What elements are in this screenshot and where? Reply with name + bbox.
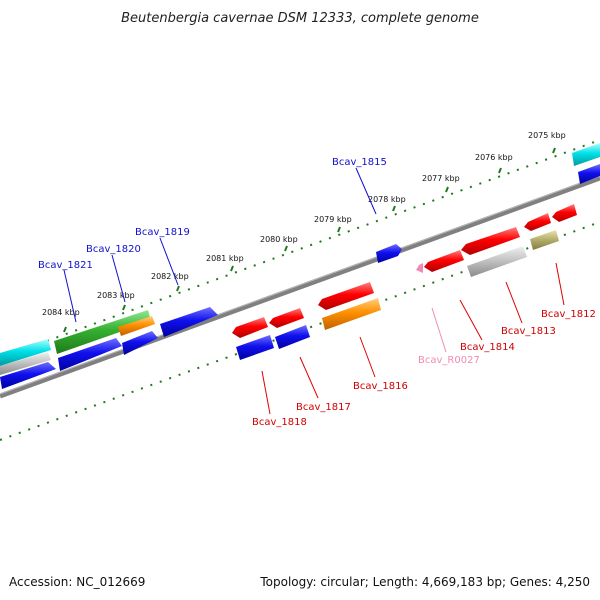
gene-bcav-1818[interactable] [232, 317, 268, 338]
tick-label-2082: 2082 kbp [151, 272, 189, 281]
gene-bcav-r0027[interactable] [416, 263, 423, 273]
gene-label-bcav-1813: Bcav_1813 [501, 326, 556, 337]
gene-blue-left-a[interactable] [122, 331, 158, 355]
gene-label-bcav-1821: Bcav_1821 [38, 260, 93, 271]
accession-text: Accession: NC_012669 [9, 575, 145, 589]
gene-blue-left-c[interactable] [0, 362, 56, 389]
gene-bcav-1816[interactable] [318, 282, 374, 310]
gene-bcav-1817[interactable] [269, 308, 304, 328]
major-ticks [63, 147, 556, 333]
map-title: Beutenbergia cavernae DSM 12333, complet… [121, 11, 479, 26]
gene-label-bcav-1816: Bcav_1816 [353, 381, 408, 392]
tick-label-2076: 2076 kbp [475, 153, 513, 162]
gene-bcav-1812[interactable] [552, 204, 577, 222]
gene-bcav-1819[interactable] [160, 307, 218, 337]
gene-label-bcav-1814: Bcav_1814 [460, 342, 515, 353]
gene-bcav-1814[interactable] [424, 250, 464, 272]
gene-cyan-left[interactable] [0, 339, 51, 366]
gene-bcav-1813[interactable] [461, 227, 520, 255]
gene-red-a[interactable] [524, 213, 551, 231]
gene-label-bcav-1812: Bcav_1812 [541, 309, 596, 320]
genome-backbone [0, 175, 600, 399]
gene-bcav-1820[interactable] [54, 310, 151, 354]
tick-label-2077: 2077 kbp [422, 174, 460, 183]
gene-bcav-1815[interactable] [376, 244, 402, 263]
gene-label-bcav-r0027: Bcav_R0027 [418, 355, 480, 366]
gene-label-bcav-1815: Bcav_1815 [332, 157, 387, 168]
gene-blue-left-b[interactable] [58, 338, 122, 371]
tick-label-2083: 2083 kbp [97, 291, 135, 300]
genome-backbone-highlight [0, 175, 600, 395]
tick-label-2084: 2084 kbp [42, 308, 80, 317]
gene-label-bcav-1820: Bcav_1820 [86, 244, 141, 255]
gene-olive[interactable] [530, 230, 559, 250]
outer-tick-track [0, 139, 600, 359]
gene-label-bcav-1819: Bcav_1819 [135, 227, 190, 238]
genome-summary-text: Topology: circular; Length: 4,669,183 bp… [259, 575, 590, 589]
gene-label-bcav-1817: Bcav_1817 [296, 402, 351, 413]
gene-blue-right[interactable] [578, 164, 600, 184]
gene-orange-left[interactable] [118, 316, 155, 336]
gene-grey-left[interactable] [0, 352, 51, 375]
gene-orange-mid[interactable] [322, 298, 381, 330]
label-leaders [63, 167, 565, 415]
tick-label-2078: 2078 kbp [368, 195, 406, 204]
tick-label-2079: 2079 kbp [314, 215, 352, 224]
gene-blue-1817-inner[interactable] [275, 325, 310, 349]
gene-cyan-right[interactable] [572, 143, 600, 166]
gene-features [0, 143, 600, 389]
gene-grey-mid[interactable] [467, 246, 527, 277]
tick-label-2075: 2075 kbp [528, 131, 566, 140]
tick-label-2080: 2080 kbp [260, 235, 298, 244]
gene-label-bcav-1818: Bcav_1818 [252, 417, 307, 428]
tick-label-2081: 2081 kbp [206, 254, 244, 263]
gene-blue-1818-inner[interactable] [236, 335, 274, 360]
